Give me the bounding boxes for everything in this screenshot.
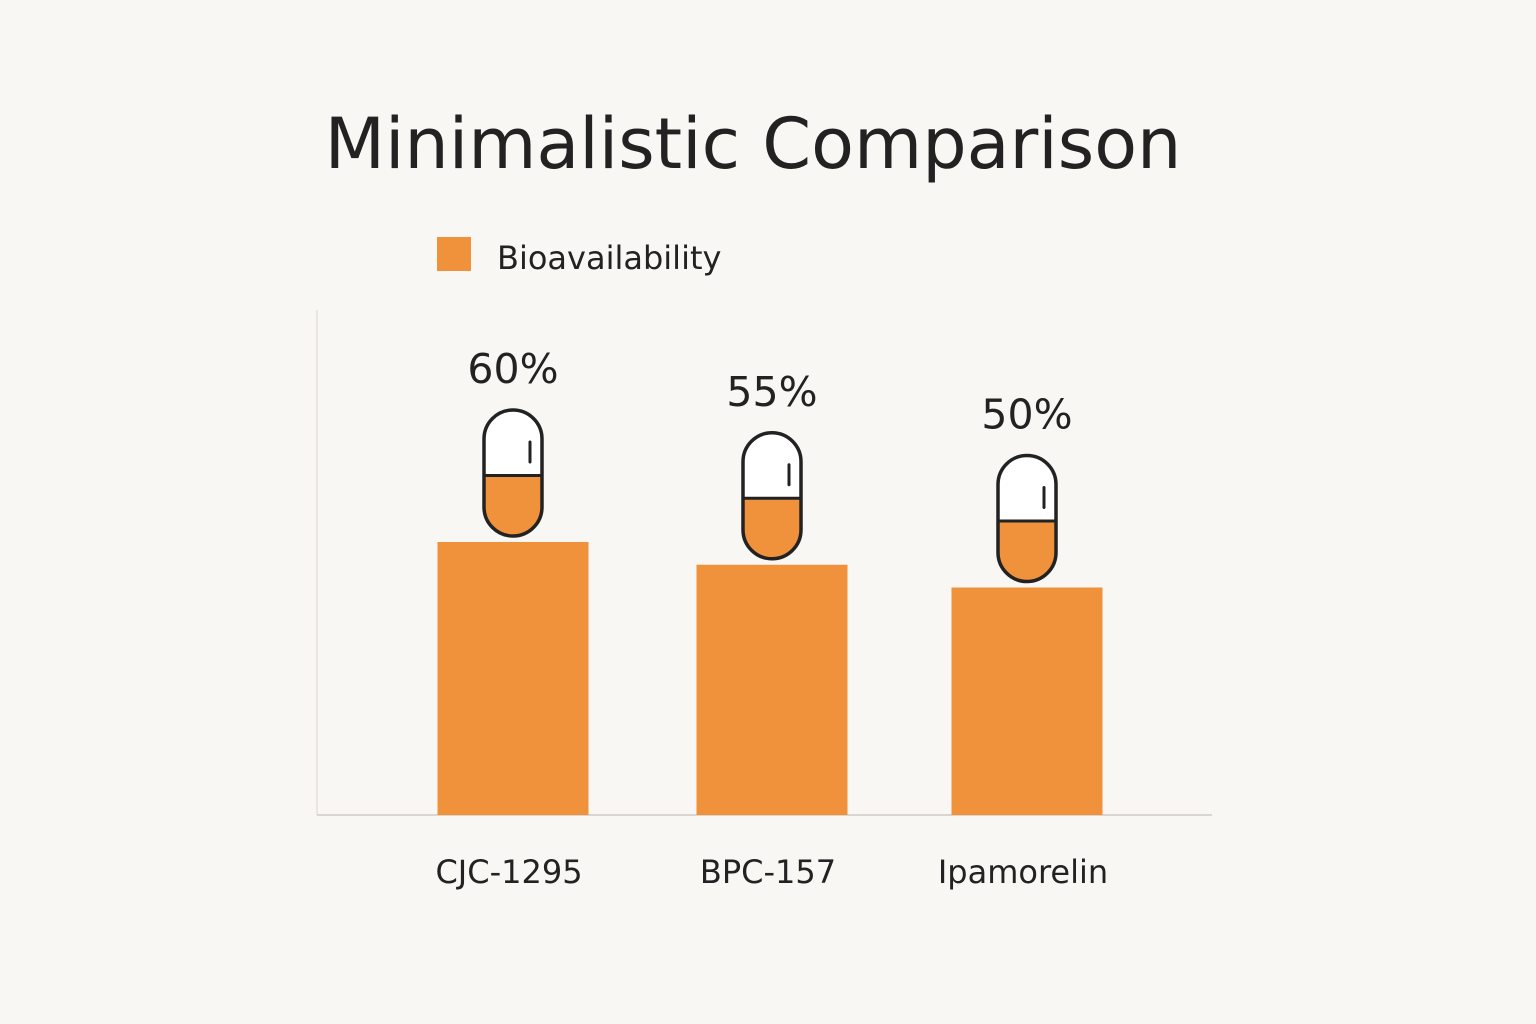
pill-fill	[484, 475, 542, 536]
value-label: 60%	[467, 345, 558, 393]
bar-cjc-1295	[437, 542, 589, 815]
legend: Bioavailability	[437, 237, 721, 277]
legend-label: Bioavailability	[497, 239, 721, 277]
bar-ipamorelin	[951, 587, 1103, 815]
legend-swatch	[437, 237, 471, 271]
bar-bpc-157	[696, 564, 848, 815]
category-label: CJC-1295	[435, 853, 582, 891]
pill-capsule-icon	[741, 431, 803, 561]
chart-title: Minimalistic Comparison	[325, 103, 1182, 185]
pill-outline	[741, 431, 803, 561]
value-label: 50%	[981, 391, 1072, 439]
value-label: 55%	[726, 368, 817, 416]
category-label: Ipamorelin	[938, 853, 1108, 891]
pill-outline	[482, 408, 544, 538]
bars-group: 60% CJC-1295 55% BPC-157 50% Ipamorelin	[435, 345, 1108, 891]
category-label: BPC-157	[700, 853, 836, 891]
pill-capsule-icon	[996, 453, 1058, 584]
pill-fill	[743, 498, 801, 559]
pill-capsule-icon	[482, 408, 544, 538]
pill-fill	[998, 521, 1056, 582]
pill-outline	[996, 453, 1058, 584]
